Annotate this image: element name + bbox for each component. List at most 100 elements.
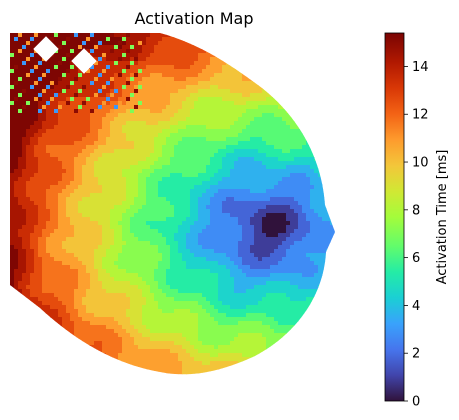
map-cell [18, 121, 23, 126]
map-cell [214, 257, 219, 262]
map-cell [162, 117, 167, 122]
map-cell [206, 33, 211, 38]
map-cell [58, 257, 63, 262]
map-cell [158, 229, 163, 234]
map-cell [110, 221, 115, 226]
map-cell [154, 189, 159, 194]
map-cell [214, 61, 219, 66]
map-cell [138, 229, 143, 234]
map-cell [202, 217, 207, 222]
map-cell [166, 101, 171, 106]
map-cell [170, 241, 175, 246]
map-cell [66, 49, 71, 54]
map-cell [230, 137, 235, 142]
map-cell [198, 269, 203, 274]
map-cell [286, 173, 291, 178]
map-cell [230, 45, 235, 50]
map-cell [130, 57, 135, 62]
map-cell [122, 261, 127, 266]
map-cell [242, 157, 247, 162]
map-cell [202, 273, 207, 278]
map-cell [238, 93, 243, 98]
map-cell [202, 169, 207, 174]
map-cell [278, 153, 283, 158]
map-cell [266, 193, 271, 198]
map-cell [54, 109, 59, 114]
map-cell [86, 125, 91, 130]
map-cell [218, 113, 223, 118]
map-cell [58, 189, 63, 194]
map-cell [206, 129, 211, 134]
map-cell [94, 49, 99, 54]
map-cell [94, 225, 99, 230]
map-cell [102, 45, 107, 50]
map-cell [198, 117, 203, 122]
map-cell [274, 69, 279, 74]
map-cell [30, 121, 35, 126]
map-cell [246, 33, 251, 38]
map-cell [18, 145, 23, 150]
map-cell [242, 53, 247, 58]
map-cell [14, 209, 19, 214]
map-cell [182, 109, 187, 114]
map-cell [94, 177, 99, 182]
map-cell [298, 113, 303, 118]
map-cell [86, 85, 91, 90]
map-cell [274, 137, 279, 142]
map-cell [114, 117, 119, 122]
map-cell [190, 97, 195, 102]
map-cell [298, 185, 303, 190]
map-cell [330, 265, 335, 270]
map-cell [134, 205, 139, 210]
map-cell [250, 253, 255, 258]
map-cell [294, 261, 299, 266]
map-cell [126, 261, 131, 266]
map-cell [334, 197, 335, 202]
map-cell [258, 173, 263, 178]
map-cell [186, 77, 191, 82]
map-cell [234, 89, 239, 94]
map-cell [154, 97, 159, 102]
map-cell [122, 37, 127, 42]
map-cell [170, 225, 175, 230]
map-cell [186, 105, 191, 110]
map-cell [150, 33, 155, 38]
map-cell [106, 249, 111, 254]
map-cell [278, 161, 283, 166]
map-cell [138, 153, 143, 158]
map-cell [266, 57, 271, 62]
map-cell [306, 193, 311, 198]
map-cell [102, 241, 107, 246]
map-cell [178, 85, 183, 90]
map-cell [26, 181, 31, 186]
map-cell [170, 209, 175, 214]
map-cell [266, 77, 271, 82]
map-cell [318, 201, 323, 206]
map-cell [94, 273, 99, 278]
map-cell [186, 53, 191, 58]
map-cell [298, 73, 303, 78]
map-cell [38, 269, 43, 274]
map-cell [38, 197, 43, 202]
map-cell [290, 225, 295, 230]
map-cell [290, 33, 295, 38]
map-cell [206, 273, 211, 278]
map-cell [250, 97, 255, 102]
map-cell [218, 125, 223, 130]
map-cell [102, 149, 107, 154]
map-cell [58, 193, 63, 198]
map-cell [270, 205, 275, 210]
map-cell [110, 45, 115, 50]
map-cell [190, 173, 195, 178]
map-cell [170, 221, 175, 226]
map-cell [190, 149, 195, 154]
map-cell [262, 141, 267, 146]
map-cell [186, 97, 191, 102]
map-cell [194, 157, 199, 162]
map-cell [114, 265, 119, 270]
map-cell [178, 145, 183, 150]
map-cell [158, 49, 163, 54]
map-cell [10, 141, 15, 146]
map-cell [106, 81, 111, 86]
map-cell [110, 193, 115, 198]
